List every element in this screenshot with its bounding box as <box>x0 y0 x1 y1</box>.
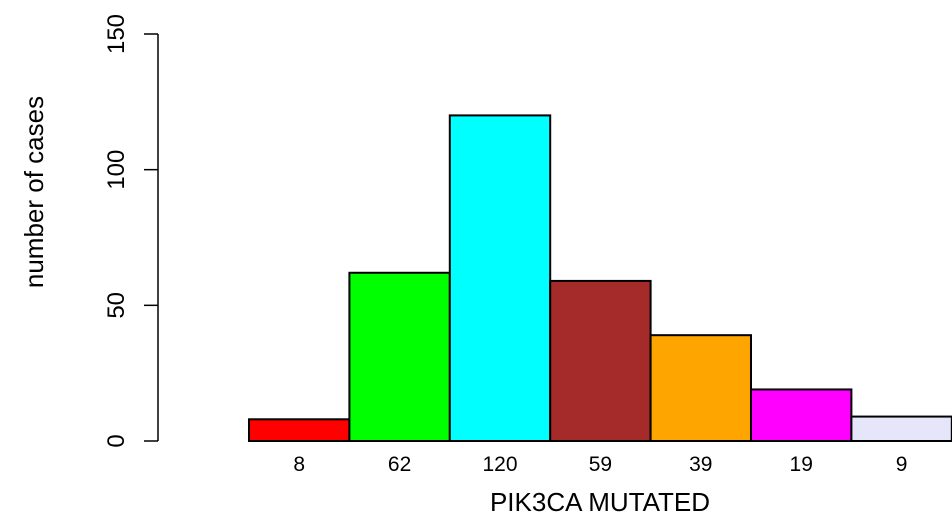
bars <box>248 114 952 443</box>
bar-category-label: 62 <box>388 453 411 476</box>
bar-category-label: 39 <box>689 453 712 476</box>
bar-category-label: 19 <box>790 453 813 476</box>
bar-category-label: 8 <box>293 453 305 476</box>
y-axis: 0 50 100 150 <box>103 14 159 448</box>
bar <box>448 114 552 443</box>
bar-category-label: 59 <box>589 453 612 476</box>
x-axis-label: PIK3CA MUTATED <box>490 487 710 517</box>
bar-labels: 8 62 120 59 39 19 9 <box>293 453 907 476</box>
y-tick-label: 50 <box>103 292 130 319</box>
y-tick-label: 100 <box>103 150 130 190</box>
bar <box>649 334 752 442</box>
bar <box>348 271 451 443</box>
y-axis-label: number of cases <box>19 96 49 288</box>
bar <box>850 415 952 442</box>
bar <box>549 279 652 442</box>
bar-category-label: 9 <box>896 453 908 476</box>
y-tick-label: 150 <box>103 14 130 54</box>
bar <box>750 388 853 442</box>
bar-category-label: 120 <box>482 453 517 476</box>
y-tick-label: 0 <box>103 434 130 447</box>
bar <box>248 418 351 443</box>
